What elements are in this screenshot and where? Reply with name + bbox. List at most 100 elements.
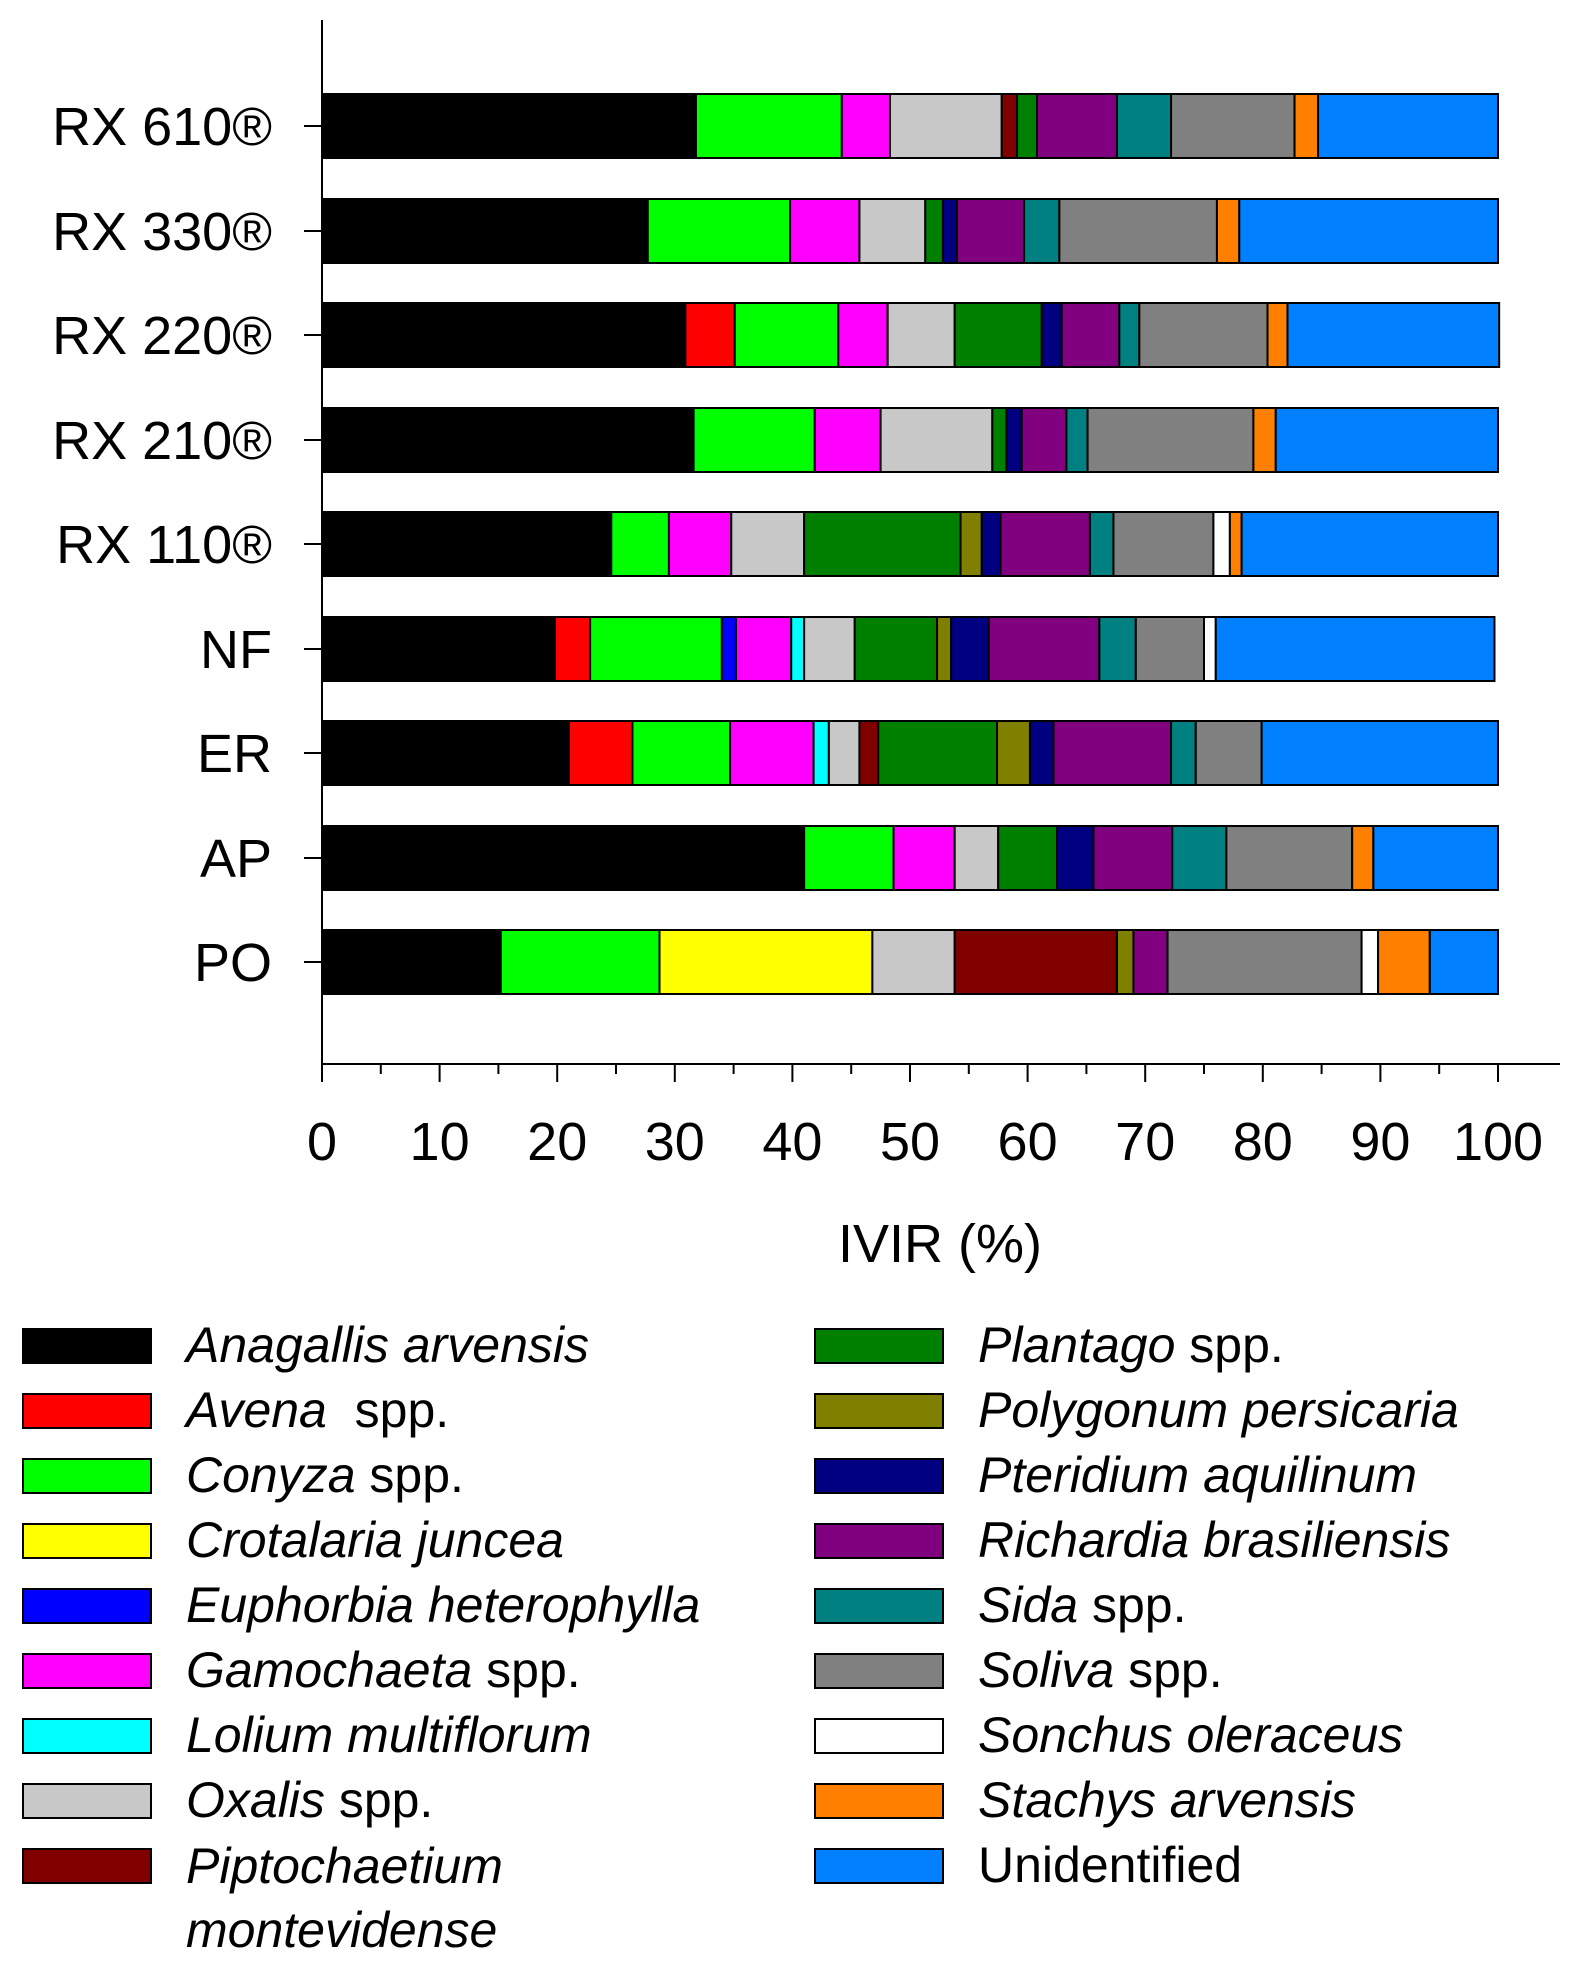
legend: Anagallis arvensis Avena spp. Conyza spp. C… (0, 1300, 1574, 1964)
bar-segment-3-7 (879, 407, 994, 473)
bar-segment-1-16 (1215, 198, 1241, 264)
bar-segment-4-7 (730, 511, 806, 577)
legend-item: Crotalaria juncea (22, 1509, 564, 1569)
bar-segment-8-7 (871, 929, 956, 995)
bar-segment-7-11 (1056, 825, 1095, 891)
legend-label-italic: Pteridium aquilinum (978, 1447, 1418, 1503)
x-tick-label: 60 (998, 1112, 1058, 1172)
bar-segment-4-5 (667, 511, 733, 577)
bar-segment-6-8 (858, 720, 880, 786)
bar-segment-8-3 (658, 929, 874, 995)
legend-swatch (22, 1523, 152, 1559)
bar-segment-2-1 (684, 302, 736, 368)
bar-segment-5-9 (853, 616, 939, 682)
bar-segment-7-14 (1225, 825, 1354, 891)
bar-segment-0-9 (1016, 93, 1039, 159)
bars-group (321, 93, 1501, 995)
bar-segment-4-16 (1228, 511, 1243, 577)
legend-item: Avena spp. (22, 1379, 449, 1439)
bar-segment-8-2 (499, 929, 661, 995)
bar-segment-0-2 (694, 93, 843, 159)
bar-segment-3-2 (692, 407, 816, 473)
legend-label: Oxalis spp. (186, 1769, 433, 1831)
bar-segment-0-0 (321, 93, 697, 159)
bar-segment-5-6 (790, 616, 806, 682)
bar-segment-4-2 (610, 511, 670, 577)
bar-segment-8-17 (1428, 929, 1499, 995)
bar-segment-5-7 (803, 616, 856, 682)
legend-label-suffix: spp. (326, 1382, 450, 1438)
legend-label-suffix: spp. (1078, 1577, 1187, 1633)
bar-segment-3-9 (991, 407, 1008, 473)
y-category-label: RX 110® (56, 515, 272, 575)
legend-label: Lolium multiflorum (186, 1704, 592, 1766)
bar-segment-6-17 (1260, 720, 1500, 786)
bar-segment-2-16 (1266, 302, 1289, 368)
bar-segment-8-15 (1360, 929, 1380, 995)
bar-segment-7-13 (1171, 825, 1228, 891)
legend-label-suffix: Unidentified (978, 1837, 1243, 1893)
bar-segment-1-5 (789, 198, 861, 264)
y-category-label: AP (200, 829, 272, 889)
legend-item: Sonchus oleraceus (814, 1704, 1403, 1764)
bar-segment-5-12 (987, 616, 1101, 682)
bar-segment-6-6 (812, 720, 830, 786)
legend-item: Soliva spp. (814, 1639, 1223, 1699)
bar-segment-3-5 (813, 407, 882, 473)
legend-item: Stachys arvensis (814, 1769, 1356, 1829)
bar-segment-6-13 (1170, 720, 1197, 786)
legend-swatch (814, 1328, 944, 1364)
bar-segment-5-13 (1098, 616, 1137, 682)
x-tick-label: 90 (1350, 1112, 1410, 1172)
bar-segment-2-9 (953, 302, 1043, 368)
legend-item: Plantago spp. (814, 1314, 1284, 1374)
x-tick-label: 0 (307, 1112, 337, 1172)
x-tick-label: 40 (762, 1112, 822, 1172)
legend-item: Piptochaetium montevidense (22, 1834, 606, 1958)
bar-segment-7-17 (1372, 825, 1499, 891)
bar-segment-8-0 (321, 929, 502, 995)
bar-segment-5-17 (1214, 616, 1496, 682)
bar-segment-6-11 (1028, 720, 1055, 786)
bar-segment-1-11 (941, 198, 959, 264)
x-tick-label: 20 (527, 1112, 587, 1172)
bar-segment-1-14 (1058, 198, 1218, 264)
y-category-label: RX 210® (52, 411, 272, 471)
legend-swatch (814, 1588, 944, 1624)
legend-swatch (22, 1653, 152, 1689)
bar-segment-5-14 (1134, 616, 1205, 682)
bar-segment-5-5 (734, 616, 793, 682)
axes-group (304, 20, 1560, 1082)
legend-label: Crotalaria juncea (186, 1509, 564, 1571)
y-category-label: RX 330® (52, 202, 272, 262)
legend-label-italic: Sida (978, 1577, 1079, 1633)
bar-segment-0-7 (889, 93, 1003, 159)
legend-label: Stachys arvensis (978, 1769, 1356, 1831)
bar-segment-1-9 (924, 198, 944, 264)
legend-label-suffix: spp. (1114, 1642, 1223, 1698)
bar-segment-7-16 (1351, 825, 1375, 891)
x-tick-label: 70 (1115, 1112, 1175, 1172)
legend-swatch (22, 1328, 152, 1364)
bar-segment-5-15 (1203, 616, 1217, 682)
bar-segment-8-14 (1166, 929, 1363, 995)
legend-item: Polygonum persicaria (814, 1379, 1459, 1439)
bar-segment-4-13 (1088, 511, 1115, 577)
x-tick-label: 100 (1453, 1112, 1543, 1172)
legend-label-suffix: spp. (472, 1642, 581, 1698)
x-tick-label: 50 (880, 1112, 940, 1172)
bar-segment-5-11 (950, 616, 990, 682)
legend-label-italic: Piptochaetium montevidense (186, 1838, 503, 1958)
legend-swatch (22, 1588, 152, 1624)
legend-label-suffix: spp. (324, 1772, 434, 1828)
legend-label-italic: Richardia brasiliensis (978, 1512, 1451, 1568)
y-category-label: ER (197, 724, 272, 784)
bar-segment-1-12 (956, 198, 1026, 264)
legend-label: Sida spp. (978, 1574, 1186, 1636)
bar-segment-2-0 (321, 302, 687, 368)
legend-swatch (814, 1393, 944, 1429)
bar-segment-6-1 (567, 720, 634, 786)
bar-segment-4-10 (959, 511, 983, 577)
legend-item: Pteridium aquilinum (814, 1444, 1417, 1504)
bar-segment-3-12 (1020, 407, 1068, 473)
